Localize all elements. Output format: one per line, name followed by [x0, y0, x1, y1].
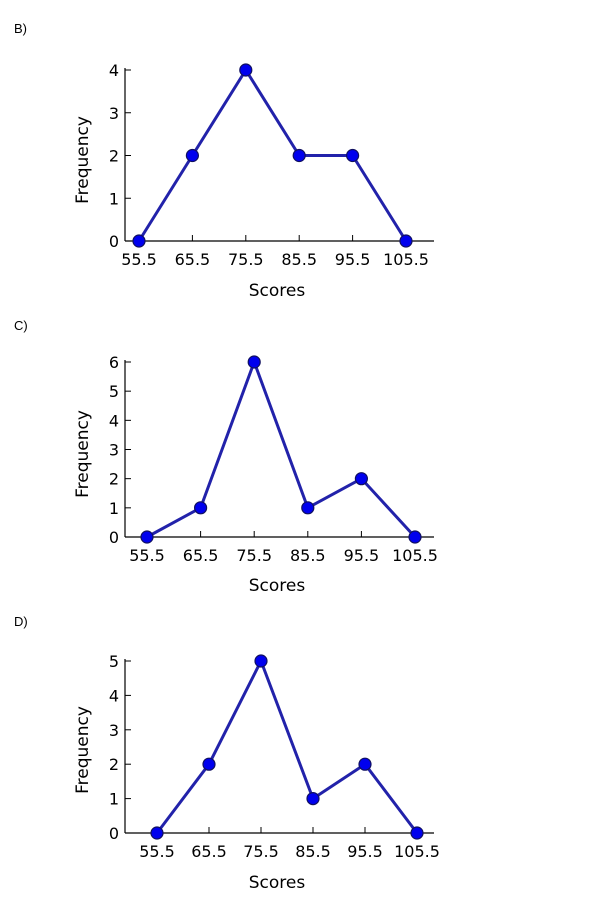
y-tick-label: 3 — [109, 721, 119, 740]
x-tick-label: 95.5 — [344, 546, 380, 565]
x-tick-label: 85.5 — [295, 842, 331, 861]
series-line — [145, 360, 417, 539]
y-tick-label: 1 — [109, 189, 119, 208]
x-tick-label: 75.5 — [236, 546, 272, 565]
y-axis-title: Frequency — [73, 706, 93, 794]
data-point — [410, 826, 424, 840]
y-tick-label: 2 — [109, 755, 119, 774]
y-axis-title: Frequency — [73, 410, 93, 498]
x-tick-label: 105.5 — [392, 546, 438, 565]
chart-label: C) — [14, 318, 28, 333]
x-tick-label: 105.5 — [394, 842, 440, 861]
axes: 0 1 2 3 4 5 55.5 65.5 75.5 85.5 95.5 105.5 — [109, 652, 440, 861]
series-line — [137, 68, 408, 243]
data-point — [150, 826, 164, 840]
data-point — [408, 530, 422, 544]
x-tick-label: 85.5 — [281, 250, 317, 269]
chart-label: D) — [14, 614, 28, 629]
x-tick-label: 75.5 — [243, 842, 279, 861]
y-tick-label: 1 — [109, 790, 119, 809]
series — [132, 63, 413, 248]
data-point — [202, 757, 216, 771]
chart-label: B) — [14, 21, 27, 36]
chart-c: C) 0 1 2 3 4 5 6 55.5 65.5 75.5 85.5 95.5 105.5 Scor… — [14, 318, 438, 596]
x-axis-title: Scores — [249, 576, 306, 596]
y-tick-label: 5 — [109, 382, 119, 401]
data-point — [301, 501, 315, 515]
x-tick-label: 55.5 — [121, 250, 157, 269]
x-tick-label: 105.5 — [383, 250, 429, 269]
y-tick-label: 0 — [109, 824, 119, 843]
data-point — [354, 472, 368, 486]
axes: 0 1 2 3 4 5 6 55.5 65.5 75.5 85.5 95.5 105.5 — [109, 353, 438, 565]
y-tick-label: 0 — [109, 232, 119, 251]
x-tick-label: 95.5 — [335, 250, 371, 269]
data-point — [185, 148, 199, 163]
data-point — [194, 501, 208, 515]
axes: 0 1 2 3 4 55.5 65.5 75.5 85.5 95.5 105.5 — [109, 61, 434, 269]
x-tick-label: 65.5 — [175, 250, 211, 269]
data-point — [140, 530, 154, 544]
x-tick-label: 65.5 — [191, 842, 227, 861]
data-point — [306, 791, 320, 806]
data-point — [346, 148, 360, 163]
chart-d: D) 0 1 2 3 4 5 55.5 65.5 75.5 85.5 95.5 105.5 Score… — [14, 614, 440, 893]
series-line — [155, 659, 419, 835]
data-point — [132, 234, 146, 248]
series — [150, 654, 424, 840]
y-tick-label: 6 — [109, 353, 119, 372]
x-tick-label: 75.5 — [228, 250, 264, 269]
data-point — [358, 757, 372, 771]
data-point — [399, 234, 413, 248]
y-tick-label: 5 — [109, 652, 119, 671]
x-tick-label: 95.5 — [347, 842, 383, 861]
y-tick-label: 3 — [109, 104, 119, 123]
y-tick-label: 3 — [109, 441, 119, 460]
chart-b: B) 0 1 2 3 4 55.5 65.5 75.5 85.5 95.5 105.5 Scores… — [14, 21, 434, 301]
x-tick-label: 55.5 — [129, 546, 165, 565]
y-tick-label: 0 — [109, 528, 119, 547]
x-tick-label: 85.5 — [290, 546, 326, 565]
data-point — [247, 355, 261, 369]
series — [140, 355, 422, 544]
y-tick-label: 4 — [109, 411, 119, 430]
y-tick-label: 4 — [109, 686, 119, 705]
data-point — [239, 63, 253, 77]
x-axis-title: Scores — [249, 281, 306, 301]
y-axis-title: Frequency — [73, 116, 93, 204]
x-axis-title: Scores — [249, 873, 306, 893]
y-tick-label: 4 — [109, 61, 119, 80]
y-tick-label: 2 — [109, 470, 119, 489]
x-tick-label: 65.5 — [183, 546, 219, 565]
data-point — [292, 148, 306, 163]
y-tick-label: 1 — [109, 499, 119, 518]
y-tick-label: 2 — [109, 147, 119, 166]
data-point — [254, 654, 268, 668]
x-tick-label: 55.5 — [139, 842, 175, 861]
